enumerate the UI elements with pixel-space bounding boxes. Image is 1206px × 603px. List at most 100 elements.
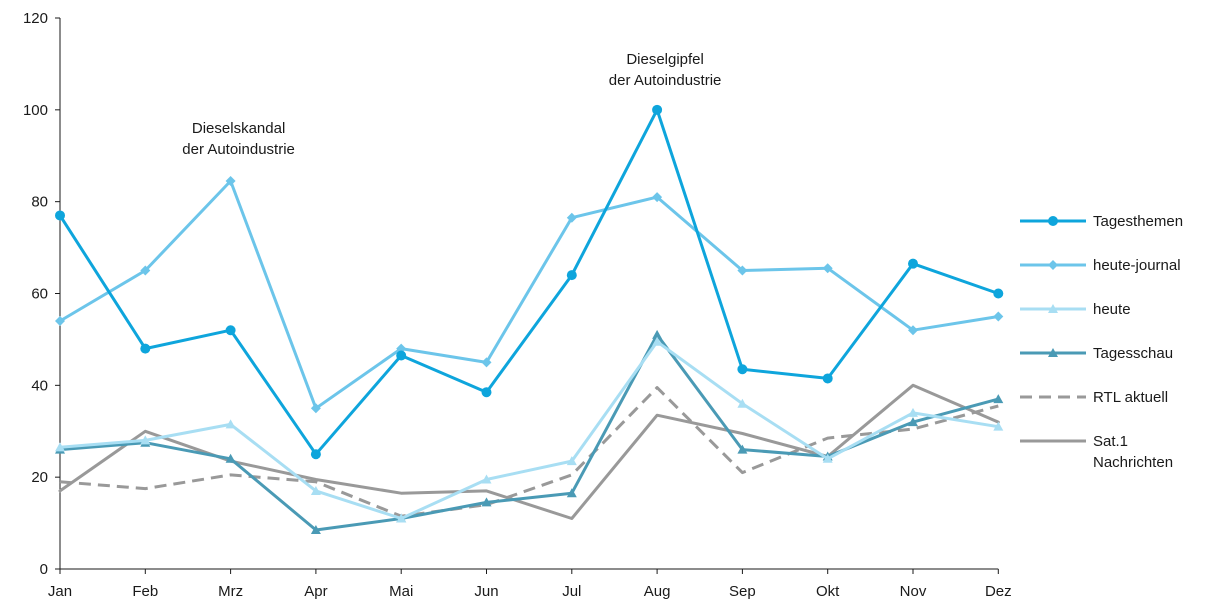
data-point xyxy=(908,407,918,417)
legend-marker xyxy=(1048,260,1058,270)
legend-label-line: Tagesthemen xyxy=(1093,213,1183,230)
legend-item-heute-journal: heute-journal xyxy=(1020,257,1181,274)
data-point xyxy=(652,192,663,203)
annotation-line: Dieselgipfel xyxy=(626,51,704,68)
data-point xyxy=(225,453,236,463)
data-point xyxy=(225,419,236,429)
data-point xyxy=(652,104,663,115)
annotation-text: Dieselgipfel der Autoindustrie xyxy=(609,51,722,89)
data-point xyxy=(481,387,492,398)
legend-label: Sat.1 Nachrichten xyxy=(1093,433,1173,471)
legend-item-rtl-aktuell: RTL aktuell xyxy=(1020,389,1168,406)
x-tick-label: Sep xyxy=(729,583,756,600)
data-point xyxy=(310,403,321,414)
data-point xyxy=(481,497,492,507)
x-tick-label: Jun xyxy=(474,583,498,600)
data-point xyxy=(55,316,65,327)
data-point xyxy=(140,435,151,445)
legend-label: heute xyxy=(1093,301,1131,318)
data-point xyxy=(737,265,748,276)
data-point xyxy=(737,398,748,408)
series-layer xyxy=(55,104,1004,534)
data-point xyxy=(481,474,492,484)
y-axis: 0 20 40 60 80 100 120 xyxy=(23,10,61,578)
data-point xyxy=(396,343,407,354)
data-point xyxy=(396,350,407,361)
data-point xyxy=(310,485,321,495)
legend-label-line: heute xyxy=(1093,301,1131,318)
legend-label: Tagesschau xyxy=(1093,345,1173,362)
data-point xyxy=(737,444,748,454)
data-point xyxy=(822,373,833,384)
data-point xyxy=(993,394,1004,404)
x-tick-label: Aug xyxy=(644,583,671,600)
y-tick-label: 100 xyxy=(23,102,48,119)
annotation-text: Dieselskandal der Autoindustrie xyxy=(182,120,295,158)
data-point xyxy=(993,288,1004,299)
series-line xyxy=(58,108,1000,456)
data-point xyxy=(652,329,663,339)
data-point xyxy=(737,364,748,375)
legend-item-tagesschau: Tagesschau xyxy=(1020,345,1173,362)
legend-marker xyxy=(1048,304,1058,313)
y-tick-label: 120 xyxy=(23,10,48,27)
data-point xyxy=(310,524,321,534)
annotation-layer: Dieselskandal der Autoindustrie Dieselgipf… xyxy=(182,51,721,158)
annotation-line: Dieselskandal xyxy=(192,120,285,137)
y-tick-label: 40 xyxy=(31,377,48,394)
legend-marker xyxy=(1048,348,1058,357)
data-point xyxy=(566,488,577,498)
legend-item-heute: heute xyxy=(1020,301,1131,318)
x-tick-label: Nov xyxy=(900,583,927,600)
data-point xyxy=(822,263,833,274)
legend-item-tagesthemen: Tagesthemen xyxy=(1020,213,1183,230)
legend-item-sat-1-nachrichten: Sat.1 Nachrichten xyxy=(1020,433,1173,471)
x-tick-label: Jul xyxy=(562,583,581,600)
data-point xyxy=(993,311,1004,322)
legend-label-line: heute-journal xyxy=(1093,257,1181,274)
y-tick-label: 20 xyxy=(31,469,48,486)
x-tick-label: Dez xyxy=(985,583,1012,600)
data-point xyxy=(140,343,151,354)
series-line xyxy=(59,386,999,518)
y-tick-label: 0 xyxy=(40,561,48,578)
series-rtl-aktuell xyxy=(59,386,999,518)
legend-label: Tagesthemen xyxy=(1093,213,1183,230)
x-axis: Jan Feb Mrz Apr Mai Jun Jul Aug Sep Okt Nov Dez xyxy=(48,568,1012,600)
data-point xyxy=(908,325,918,336)
x-tick-label: Mrz xyxy=(218,583,243,600)
data-point xyxy=(993,421,1004,431)
x-tick-label: Feb xyxy=(132,583,158,600)
legend: Tagesthemen heute-journal heute Tagesschau R… xyxy=(1020,213,1183,471)
y-tick-label: 60 xyxy=(31,286,48,303)
x-tick-label: Okt xyxy=(816,583,840,600)
data-point xyxy=(566,456,577,466)
data-point xyxy=(310,449,321,460)
annotation-line: der Autoindustrie xyxy=(182,141,295,158)
legend-label-line: Tagesschau xyxy=(1093,345,1173,362)
legend-label-line: Nachrichten xyxy=(1093,454,1173,471)
series-heute-journal xyxy=(55,176,1004,414)
data-point xyxy=(55,442,65,452)
series-line xyxy=(58,340,1000,520)
series-tagesthemen xyxy=(55,104,1004,460)
x-tick-label: Mai xyxy=(389,583,413,600)
y-tick-label: 80 xyxy=(31,194,48,211)
data-point xyxy=(908,417,918,427)
legend-label: RTL aktuell xyxy=(1093,389,1168,406)
series-line xyxy=(58,179,1000,410)
x-tick-label: Jan xyxy=(48,583,72,600)
x-tick-label: Apr xyxy=(304,583,327,600)
data-point xyxy=(225,325,236,336)
data-point xyxy=(566,212,577,223)
data-point xyxy=(396,513,407,523)
legend-label-line: RTL aktuell xyxy=(1093,389,1168,406)
legend-label-line: Sat.1 xyxy=(1093,433,1128,450)
series-heute xyxy=(55,336,1004,523)
data-point xyxy=(481,357,492,368)
data-point xyxy=(822,453,833,463)
data-point xyxy=(652,336,663,346)
data-point xyxy=(140,265,151,276)
data-point xyxy=(225,176,236,187)
